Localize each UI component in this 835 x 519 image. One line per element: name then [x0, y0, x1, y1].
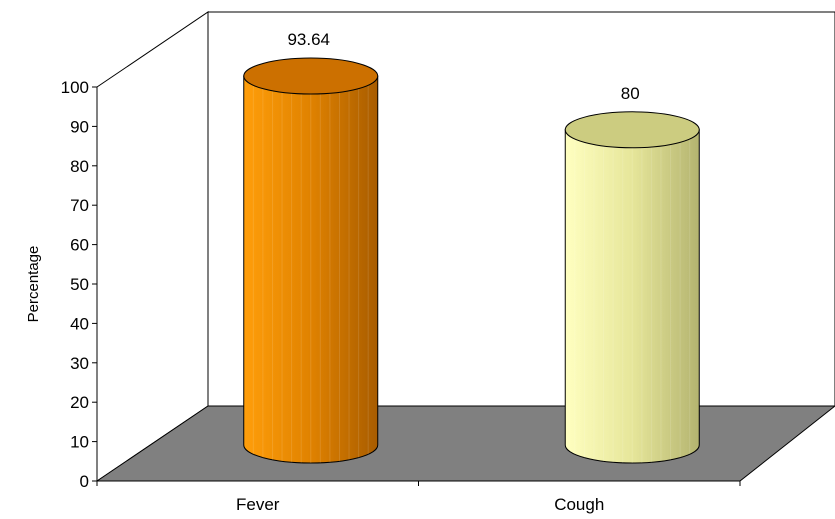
y-tick-label: 50 — [70, 275, 89, 294]
y-tick-label: 20 — [70, 393, 89, 412]
bar-top — [564, 111, 700, 149]
y-tick-label: 0 — [80, 472, 89, 491]
y-tick-label: 70 — [70, 196, 89, 215]
bar-body — [564, 129, 700, 464]
data-labels: 93.64 80 — [287, 30, 639, 103]
y-tick-label: 90 — [70, 117, 89, 136]
x-tick-label: Fever — [236, 495, 280, 514]
y-tick-label: 80 — [70, 157, 89, 176]
bar-body — [243, 75, 379, 464]
data-label: 80 — [621, 84, 640, 103]
x-axis: Fever Cough — [96, 480, 741, 514]
y-tick-label: 10 — [70, 433, 89, 452]
y-axis: 0 10 20 30 40 50 60 70 80 90 100 — [61, 78, 98, 491]
data-label: 93.64 — [287, 30, 330, 49]
left-wall — [96, 11, 209, 482]
y-tick-label: 60 — [70, 236, 89, 255]
y-tick-label: 30 — [70, 354, 89, 373]
bar-cough — [564, 111, 700, 464]
y-axis-title: Percentage — [25, 246, 42, 323]
bars — [243, 57, 700, 464]
bar-fever — [243, 57, 379, 464]
y-tick-label: 40 — [70, 314, 89, 333]
x-tick-label: Cough — [554, 495, 604, 514]
bar-top — [243, 57, 379, 95]
chart-floor — [95, 405, 835, 482]
y-tick-label: 100 — [61, 78, 89, 97]
